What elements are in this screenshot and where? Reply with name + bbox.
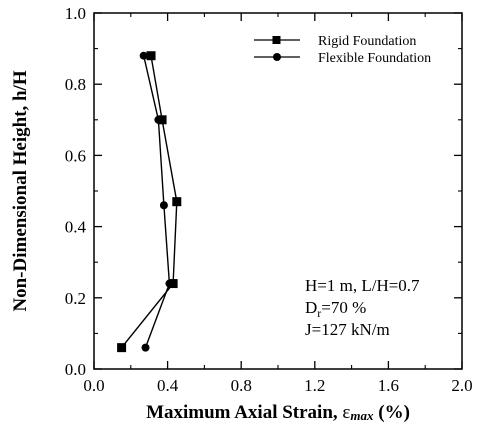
axis-ticks <box>93 12 463 370</box>
y-tick-label: 1.0 <box>65 4 86 23</box>
series-rigid <box>117 51 182 353</box>
data-point-circle <box>141 343 150 352</box>
y-axis-title: Non-Dimensional Height, h/H <box>10 70 31 311</box>
y-tick-label: 0.0 <box>65 360 86 379</box>
annotation-line-2: Dr=70 % <box>305 298 366 320</box>
legend-item-flexible: Flexible Foundation <box>254 51 431 66</box>
data-point-square <box>146 51 156 61</box>
data-point-circle <box>154 115 163 124</box>
x-tick-labels: 0.0 0.4 0.8 1.2 1.6 2.0 <box>83 376 472 395</box>
y-tick-labels: 0.0 0.2 0.4 0.6 0.8 1.0 <box>65 4 87 379</box>
x-axis-title: Maximum Axial Strain, εmax (%) <box>146 402 410 423</box>
y-tick-label: 0.8 <box>65 75 86 94</box>
data-point-circle <box>159 201 168 210</box>
y-tick-label: 0.6 <box>65 146 86 165</box>
legend-circle-marker <box>273 53 281 61</box>
annotation-line-1: H=1 m, L/H=0.7 <box>305 276 420 295</box>
y-tick-label: 0.2 <box>65 289 86 308</box>
data-point-square <box>117 343 127 353</box>
x-tick-label: 2.0 <box>451 376 472 395</box>
data-point-circle <box>165 279 174 288</box>
x-tick-label: 0.4 <box>157 376 179 395</box>
annotation-line-3: J=127 kN/m <box>305 320 390 339</box>
legend-square-marker <box>272 36 281 44</box>
x-tick-label: 0.8 <box>231 376 252 395</box>
x-tick-label: 1.2 <box>304 376 325 395</box>
series-line-rigid <box>121 55 178 349</box>
legend: Rigid Foundation Flexible Foundation <box>254 34 431 66</box>
y-tick-label: 0.4 <box>65 218 87 237</box>
plot-area-frame <box>93 12 463 370</box>
data-point-circle <box>139 51 148 60</box>
data-series <box>117 51 182 353</box>
legend-label-flexible: Flexible Foundation <box>318 51 431 66</box>
legend-label-rigid: Rigid Foundation <box>318 34 416 49</box>
legend-item-rigid: Rigid Foundation <box>254 34 416 49</box>
annotation-block: H=1 m, L/H=0.7 Dr=70 % J=127 kN/m <box>305 276 420 339</box>
data-point-square <box>172 197 182 207</box>
series-flexible <box>139 51 174 352</box>
x-tick-label: 0.0 <box>83 376 104 395</box>
x-tick-label: 1.6 <box>378 376 399 395</box>
